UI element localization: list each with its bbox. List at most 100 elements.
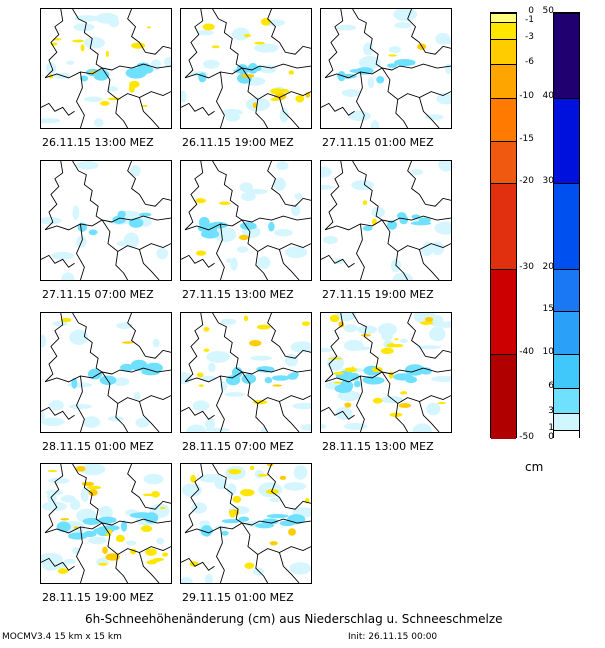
country-border — [267, 161, 311, 207]
country-border — [184, 518, 311, 534]
snow-loss-patch — [394, 338, 399, 341]
country-border — [352, 9, 383, 69]
panel-time-label: 27.11.15 19:00 MEZ — [322, 288, 434, 301]
snow-gain-patch-light — [393, 9, 418, 22]
snow-gain-patch — [287, 373, 298, 380]
snow-gain-patch-light — [221, 108, 243, 116]
snow-gain-patch — [394, 58, 416, 67]
country-border — [44, 313, 64, 383]
colorbar-segment — [491, 13, 516, 22]
country-border — [184, 464, 204, 534]
snow-gain-patch — [266, 514, 289, 519]
snow-gain-patch — [268, 221, 275, 232]
map-panel — [40, 312, 172, 433]
snow-loss-patch — [249, 465, 255, 471]
snow-gain-patch — [362, 225, 373, 231]
snow-loss-patch — [203, 326, 210, 332]
snow-gain-patch-light — [236, 246, 249, 253]
country-border — [324, 63, 451, 79]
snow-gain-patch — [362, 375, 378, 384]
snow-gain-patch — [221, 519, 241, 524]
snow-loss-patch — [400, 391, 408, 395]
snow-loss-patch — [249, 340, 262, 347]
snow-loss-patch — [333, 381, 342, 384]
snow-gain-patch — [137, 65, 154, 75]
snow-loss-patch — [145, 548, 157, 556]
colorbar-segment — [491, 268, 516, 354]
snow-gain-patch — [201, 229, 220, 239]
snow-loss-patch — [80, 44, 85, 52]
country-border — [356, 375, 365, 432]
snow-gain-patch — [353, 380, 361, 388]
country-border — [184, 367, 311, 383]
snow-loss-patch — [105, 50, 109, 58]
snow-loss-patch — [75, 465, 86, 472]
country-border — [241, 67, 311, 101]
country-border — [184, 9, 204, 79]
country-border — [395, 403, 409, 432]
snow-gain-patch-light — [351, 179, 375, 191]
snow-loss-patch — [243, 315, 249, 322]
snow-loss-patch — [190, 474, 197, 483]
country-border — [324, 215, 451, 231]
snow-loss-patch — [252, 102, 258, 109]
snow-gain-patch — [254, 65, 262, 72]
snow-gain-patch-light — [231, 27, 250, 41]
snow-gain-patch-light — [254, 43, 279, 53]
country-border — [255, 554, 269, 583]
country-border — [419, 401, 440, 432]
country-border — [212, 313, 243, 373]
snow-gain-patch-light — [426, 402, 441, 416]
colorbar-tick-label: -20 — [519, 176, 534, 187]
country-border — [101, 67, 171, 101]
snow-loss-patch — [398, 403, 412, 408]
snow-gain-patch-light — [283, 481, 306, 491]
colorbar-tick-label: -1 — [525, 14, 534, 25]
snow-gain-patch — [83, 530, 97, 538]
country-border — [321, 406, 355, 420]
snow-change-map — [181, 464, 311, 583]
snow-gain-patch — [120, 520, 128, 532]
colorbar-tick-label: 10 — [542, 346, 554, 357]
colorbar-segment — [491, 353, 516, 439]
map-panel — [40, 160, 172, 281]
snow-gain-patch-light — [239, 182, 253, 193]
snow-gain-patch-light — [214, 525, 229, 530]
country-border — [352, 313, 383, 373]
map-panel — [320, 312, 452, 433]
snow-loss-patch — [159, 506, 166, 510]
colorbar-segment — [554, 98, 579, 184]
colorbar-segment — [554, 430, 579, 439]
snow-loss-patch — [328, 357, 343, 360]
snow-gain-patch — [87, 368, 103, 380]
panel-time-label: 29.11.15 01:00 MEZ — [182, 591, 294, 604]
snow-gain-patch — [376, 75, 385, 84]
snow-gain-patch-light — [220, 318, 237, 325]
snow-gain-patch-light — [204, 417, 216, 431]
map-panel — [180, 312, 312, 433]
snow-gain-patch-light — [371, 206, 386, 218]
snow-loss-patch — [88, 489, 98, 497]
snow-gain-patch-light — [250, 355, 273, 361]
snow-loss-patch — [333, 371, 345, 375]
colorbar-tick-label: -30 — [519, 261, 534, 272]
snow-gain-patch-light — [321, 166, 333, 178]
colorbar-tick-label: 30 — [542, 176, 554, 187]
country-border — [44, 367, 171, 383]
snow-loss-patch — [329, 314, 340, 323]
snow-gain-patch-light — [431, 375, 451, 383]
snow-loss-patch — [437, 402, 447, 405]
colorbar-segment — [554, 13, 579, 99]
snow-change-map — [41, 313, 171, 432]
snow-gain-patch-light — [41, 217, 62, 225]
country-border — [41, 557, 75, 571]
snow-loss-patch — [420, 321, 434, 325]
snow-gain-patch-light — [202, 59, 220, 69]
snow-gain-patch-light — [279, 107, 289, 123]
colorbar-tick-label: -50 — [519, 432, 534, 442]
panel-time-label: 26.11.15 13:00 MEZ — [42, 136, 154, 149]
snow-gain-patch-light — [67, 382, 93, 388]
snow-gain-patch — [271, 375, 290, 381]
colorbar-segment — [554, 183, 579, 269]
snow-gain-patch-light — [337, 390, 361, 402]
